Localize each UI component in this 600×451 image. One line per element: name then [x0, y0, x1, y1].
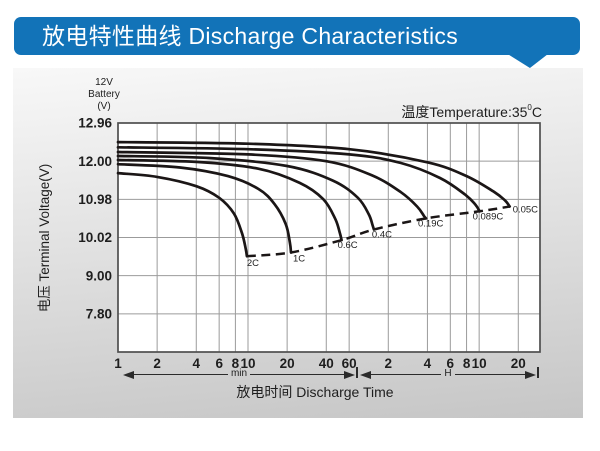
- x-tick-label: 6: [215, 356, 223, 371]
- discharge-curve-0.4C: [116, 154, 376, 231]
- page-title: 放电特性曲线 Discharge Characteristics: [42, 23, 459, 49]
- x-tick-label: 6: [447, 356, 455, 371]
- temperature-label: 温度Temperature:350C: [330, 102, 542, 122]
- x-tick-label: 2: [385, 356, 393, 371]
- curve-label-0.4C: 0.4C: [372, 230, 392, 241]
- range-separator-bar: [356, 367, 358, 378]
- y-tick-label: 10.98: [78, 192, 112, 207]
- x-tick-label: 8: [232, 356, 240, 371]
- curve-label-0.05C: 0.05C: [513, 205, 538, 216]
- battery-voltage-label: 12V Battery (V): [88, 77, 120, 112]
- curve-label-0.089C: 0.089C: [473, 211, 504, 222]
- y-tick-label: 12.00: [78, 154, 112, 169]
- curve-label-0.6C: 0.6C: [338, 240, 358, 251]
- x-tick-label: 40: [319, 356, 334, 371]
- y-tick-label: 12.96: [78, 116, 112, 131]
- x-tick-label: 4: [193, 356, 201, 371]
- discharge-curve-1C: [116, 162, 293, 254]
- x-axis-title: 放电时间 Discharge Time: [236, 384, 394, 400]
- temperature-text: 温度Temperature:35: [401, 104, 528, 120]
- discharge-curve-0.6C: [116, 158, 343, 242]
- x-tick-label: 10: [472, 356, 487, 371]
- curve-label-1C: 1C: [293, 254, 305, 265]
- arrow-right-icon: [525, 370, 537, 379]
- x-tick-label: 8: [463, 356, 471, 371]
- x-tick-label: 2: [153, 356, 161, 371]
- x-tick-label: 20: [280, 356, 295, 371]
- temperature-unit: C: [531, 104, 542, 120]
- arrow-right-icon: [344, 370, 355, 379]
- range-line: [250, 374, 344, 375]
- arrow-left-icon: [360, 370, 371, 379]
- min-range-arrow: min: [123, 368, 355, 379]
- temperature-degree-sup: 0: [527, 103, 532, 113]
- y-tick-label: 9.00: [86, 268, 112, 283]
- y-tick-label: 10.02: [78, 230, 112, 245]
- range-line: [134, 374, 228, 375]
- discharge-curve-0.19C: [116, 150, 428, 220]
- header-bar: 放电特性曲线 Discharge Characteristics: [14, 17, 580, 55]
- hour-range-arrow: H: [360, 368, 537, 379]
- plot-border: [117, 122, 541, 353]
- x-tick-label: 10: [240, 356, 255, 371]
- x-tick-label: 1: [114, 356, 122, 371]
- range-end-bar: [537, 367, 539, 378]
- range-line: [454, 374, 526, 375]
- arrow-left-icon: [123, 370, 134, 379]
- min-unit-label: min: [230, 368, 248, 379]
- discharge-curve-0.05C: [116, 140, 512, 208]
- discharge-curve-0.089C: [116, 145, 481, 213]
- range-line: [371, 374, 442, 375]
- x-tick-label: 20: [511, 356, 526, 371]
- curve-label-0.19C: 0.19C: [418, 218, 443, 229]
- curve-label-2C: 2C: [247, 258, 259, 269]
- y-tick-label: 7.80: [86, 307, 112, 322]
- x-tick-label: 4: [424, 356, 432, 371]
- x-tick-label: 60: [342, 356, 357, 371]
- discharge-curve-2C: [116, 171, 249, 258]
- hour-unit-label: H: [444, 368, 452, 379]
